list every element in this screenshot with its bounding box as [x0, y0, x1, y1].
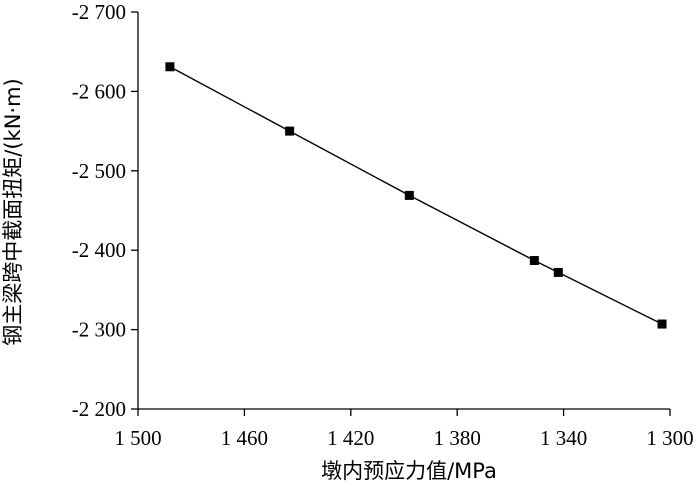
y-tick-label: -2 700 — [72, 0, 126, 24]
x-tick-label: 1 460 — [221, 426, 268, 450]
y-axis-ticks: -2 200 -2 300 -2 400 -2 500 -2 600 -2 700 — [72, 0, 138, 421]
series-line — [169, 66, 663, 325]
y-axis-label: 钢主梁跨中截面扭矩/(kN·m) — [1, 78, 25, 345]
x-tick-label: 1 380 — [434, 426, 481, 450]
y-tick-label: -2 300 — [72, 318, 126, 342]
x-tick-label: 1 340 — [540, 426, 587, 450]
y-tick-label: -2 400 — [72, 238, 126, 262]
y-tick-label: -2 600 — [72, 79, 126, 103]
x-axis-label: 墩内预应力值/MPa — [321, 459, 497, 483]
data-point-marker — [529, 256, 539, 266]
x-tick-label: 1 500 — [114, 426, 161, 450]
data-point-marker — [553, 267, 563, 277]
data-point-marker — [657, 319, 667, 329]
data-point-marker — [285, 126, 295, 136]
y-tick-label: -2 200 — [72, 397, 126, 421]
plot-area — [165, 62, 667, 329]
x-axis-ticks: 1 500 1 460 1 420 1 380 1 340 1 300 — [114, 409, 694, 450]
x-tick-label: 1 420 — [327, 426, 374, 450]
data-point-marker — [404, 190, 414, 200]
axes — [137, 12, 670, 410]
y-tick-label: -2 500 — [72, 159, 126, 183]
data-point-marker — [165, 62, 175, 72]
x-tick-label: 1 300 — [646, 426, 693, 450]
